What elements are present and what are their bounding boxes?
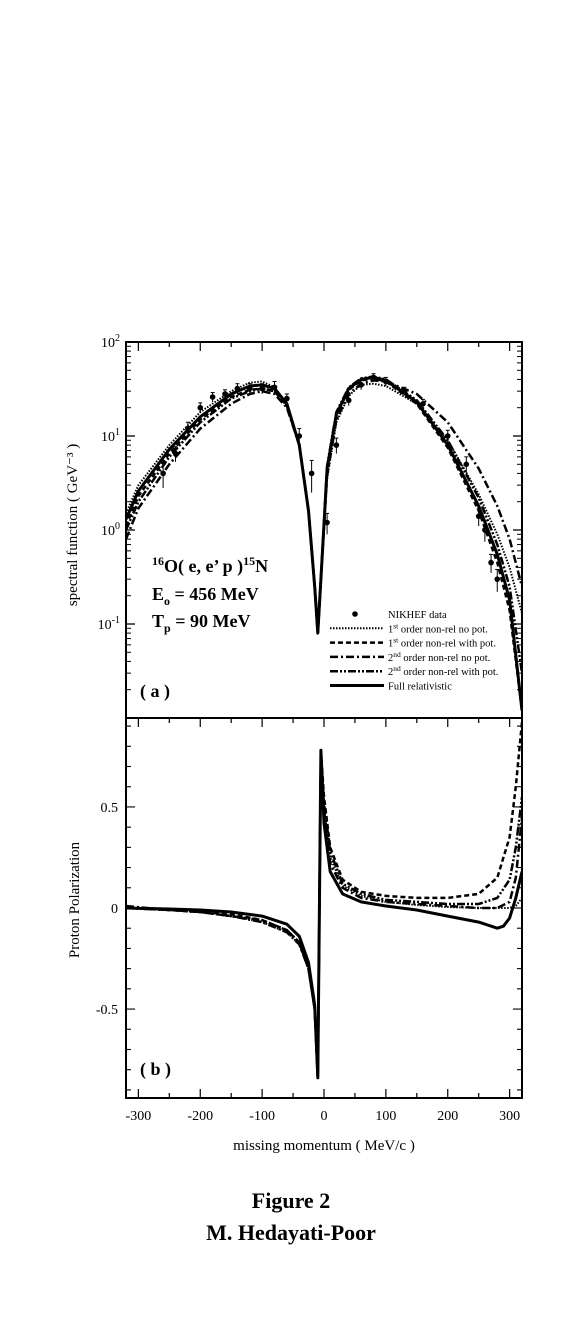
- beam-energy-value: = 456 MeV: [170, 584, 259, 604]
- data-point: [246, 385, 253, 392]
- legend-label: 1st order non-rel with pot.: [388, 636, 496, 650]
- series-line: [126, 721, 522, 1080]
- data-point: [185, 425, 191, 432]
- figure-caption-author: M. Hedayati-Poor: [206, 1220, 376, 1245]
- data-point: [358, 382, 364, 388]
- data-point: [284, 395, 290, 402]
- data-point: [420, 401, 426, 407]
- legend-label: 2nd order non-rel with pot.: [388, 664, 498, 678]
- series-line: [126, 375, 522, 711]
- panel-a-data-points: [160, 373, 501, 592]
- reaction-annotation: 16O( e, e’ p )15N Eo = 456 MeV Tp = 90 M…: [152, 554, 268, 635]
- svg-text:Tp = 90 MeV: Tp = 90 MeV: [152, 611, 250, 635]
- legend-label: Full relativistic: [388, 682, 452, 693]
- data-point: [308, 470, 315, 477]
- series-line: [126, 749, 522, 1079]
- data-point: [345, 397, 352, 404]
- data-point: [475, 513, 482, 520]
- figure-caption-title: Figure 2: [251, 1188, 331, 1213]
- x-tick-label: 100: [375, 1109, 396, 1124]
- legend-marker: [352, 611, 358, 617]
- panel-a-x-ticks: [137, 342, 511, 351]
- panel-b: 0.5 0 -0.5 -300 -200 -100 0 100 200 300 Proton P…: [67, 717, 523, 1154]
- data-point: [160, 470, 166, 477]
- reaction-mass-n: 15: [243, 554, 255, 568]
- proton-energy-sub: p: [164, 621, 171, 635]
- x-tick-label: 200: [437, 1109, 458, 1124]
- panel-a-y-ticks: 102 101 100 10-1: [98, 333, 522, 691]
- data-point: [271, 384, 278, 391]
- data-point: [259, 385, 265, 392]
- series-line: [126, 379, 522, 635]
- data-point: [222, 391, 228, 397]
- x-tick-label: -100: [249, 1109, 275, 1124]
- x-tick-label: 0: [321, 1109, 328, 1124]
- data-point: [296, 433, 303, 439]
- panel-a-series: [126, 375, 522, 711]
- beam-energy-symbol: E: [152, 584, 164, 604]
- data-point: [197, 404, 204, 411]
- panel-b-label: ( b ): [140, 1059, 171, 1080]
- y-tick-label: 101: [101, 427, 120, 445]
- x-tick-label: 300: [499, 1109, 520, 1124]
- reaction-mass-o: 16: [152, 554, 164, 568]
- x-tick-label: -200: [187, 1109, 213, 1124]
- x-axis-label: missing momentum ( MeV/c ): [233, 1138, 415, 1154]
- data-point: [370, 374, 377, 381]
- panel-b-ylabel: Proton Polarization: [67, 841, 83, 958]
- y-tick-label: 100: [101, 521, 120, 539]
- panel-a-ylabel: spectral function ( GeV⁻³ ): [65, 444, 81, 606]
- data-point: [333, 442, 340, 448]
- legend-label: NIKHEF data: [388, 610, 447, 621]
- series-line: [126, 748, 522, 1080]
- panel-b-x-ticks: -300 -200 -100 0 100 200 300: [126, 718, 520, 1124]
- y-tick-label: 10-1: [98, 615, 120, 633]
- svg-text:Eo = 456 MeV: Eo = 456 MeV: [152, 584, 259, 608]
- panel-a-label: ( a ): [140, 681, 170, 702]
- reaction-text: O( e, e’ p ): [164, 556, 243, 577]
- data-point: [482, 527, 488, 533]
- proton-energy-value: = 90 MeV: [171, 611, 251, 631]
- x-tick-label: -300: [126, 1109, 152, 1124]
- data-point: [209, 394, 216, 400]
- data-point: [324, 519, 330, 526]
- proton-energy-symbol: T: [152, 611, 164, 631]
- data-point: [488, 559, 494, 566]
- data-point: [172, 450, 179, 457]
- data-point: [463, 461, 470, 468]
- data-point: [444, 433, 451, 439]
- y-tick-label: -0.5: [96, 1003, 118, 1018]
- y-tick-label: 0: [111, 902, 118, 917]
- legend-label: 2nd order non-rel no pot.: [388, 650, 490, 664]
- data-point: [494, 576, 501, 582]
- panel-b-series: [126, 721, 522, 1080]
- y-tick-label: 102: [101, 333, 120, 351]
- panel-a: 102 101 100 10-1 spectral function ( GeV⁻³ …: [65, 333, 523, 719]
- svg-text:16O( e, e’ p )15N: 16O( e, e’ p )15N: [152, 554, 268, 577]
- reaction-product: N: [255, 556, 268, 576]
- beam-energy-sub: o: [164, 594, 170, 608]
- data-point: [234, 385, 241, 392]
- legend-label: 1st order non-rel no pot.: [388, 621, 488, 635]
- data-point: [383, 378, 389, 385]
- y-tick-label: 0.5: [101, 801, 119, 816]
- data-point: [401, 388, 408, 394]
